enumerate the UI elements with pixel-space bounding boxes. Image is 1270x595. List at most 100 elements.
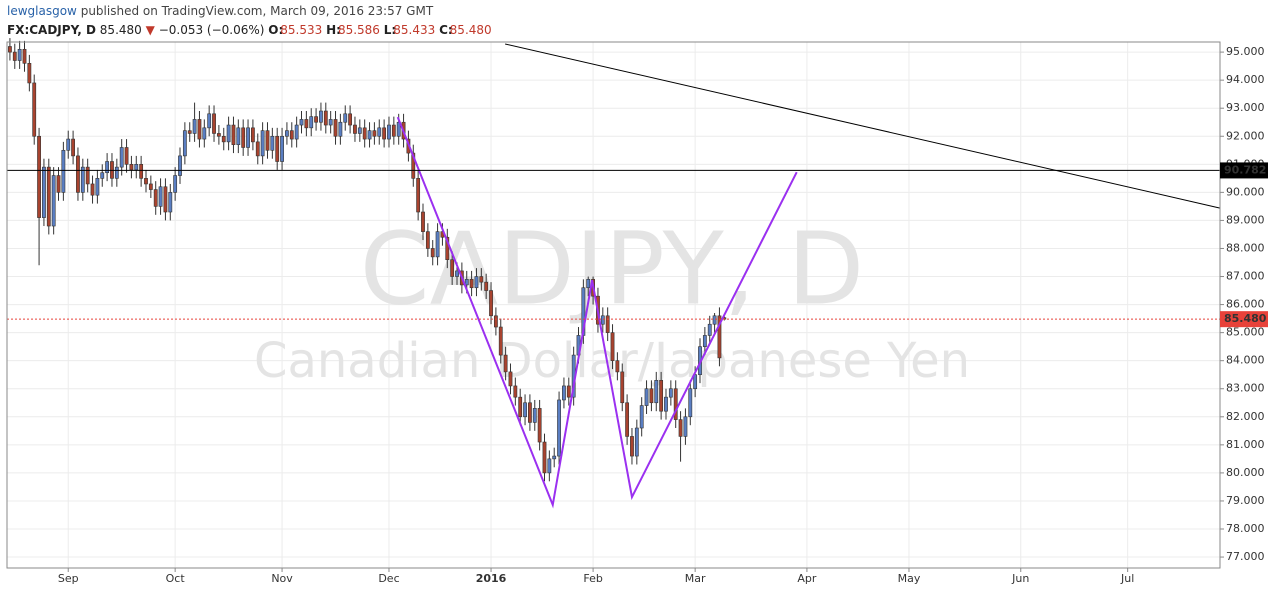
ohlc-value: 85.533 [280,23,322,37]
candle-body [348,113,353,126]
candle-body [56,175,61,193]
x-tick-label: 2016 [476,572,507,585]
y-tick-label: 93.000 [1226,101,1265,114]
ohlc-label: C: [439,23,453,37]
candle-body [148,183,153,190]
candle-body [197,119,202,140]
ohlc-value: 85.433 [393,23,435,37]
candle-body [221,135,226,143]
y-tick-label: 90.000 [1226,185,1265,198]
candle-body [659,380,664,412]
candle-body [32,82,37,137]
candle-body [246,127,250,148]
author[interactable]: lewglasgow [7,4,77,18]
candle-body [493,315,498,328]
candle-body [333,119,338,137]
candle-body [712,315,717,325]
candle-body [22,48,27,64]
candle-body [425,231,430,249]
candle-body [260,130,265,157]
candle-body [600,315,605,325]
candle-body [634,427,639,457]
candle-body [557,399,561,457]
y-tick-label: 89.000 [1226,213,1265,226]
y-tick-label: 86.000 [1226,298,1265,311]
candle-body [289,130,294,140]
trend-line [396,116,798,509]
grid [7,42,1220,568]
candle-body [644,388,649,406]
candle-body [338,121,343,137]
candle-body [717,315,722,359]
candle-body [474,276,479,289]
candle-body [707,323,712,336]
candle-body [168,192,173,213]
candle-body [421,211,425,232]
candle-body [105,161,110,174]
price-label-box [1220,311,1268,328]
candle-body [586,279,591,289]
candle-body [192,119,197,134]
candle-body [528,402,532,423]
candle-body [382,127,387,140]
candle-body [95,178,100,196]
y-tick-label: 95.000 [1226,45,1265,58]
candle-body [445,236,450,260]
candle-body [411,152,416,179]
x-tick-label: Jun [1011,572,1029,585]
candle-body [119,147,124,168]
candle-body [8,46,12,53]
candle-body [484,281,489,291]
candle-body [304,119,309,129]
candle-body [323,110,328,126]
candle-body [42,166,46,218]
candle-body [343,113,348,123]
candle-body [479,276,484,283]
candle-body [139,164,144,179]
candle-body [542,441,547,474]
candle-body [693,374,698,390]
candle-body [319,110,323,123]
candle-body [114,166,119,179]
y-tick-label: 84.000 [1226,354,1265,367]
candle-body [202,127,207,140]
candle-body [372,130,377,137]
candle-body [688,388,693,418]
candle-body [80,166,85,193]
candle-body [251,127,255,143]
x-tick-label: May [898,572,921,585]
candle-body [124,147,129,165]
candle-body [367,130,372,140]
candle-body [353,124,357,134]
candle-body [12,51,17,61]
candle-body [387,124,391,140]
candle-body [455,270,459,277]
y-tick-label: 85.000 [1226,326,1265,339]
symbol: FX:CADJPY, D [7,23,96,37]
candle-body [280,135,284,162]
candle-body [377,127,382,137]
candle-body [605,315,610,333]
y-tick-label: 87.000 [1226,270,1265,283]
candle-body [226,124,231,143]
candle-body [66,138,71,151]
candle-body [702,335,707,347]
y-tick-label: 82.000 [1226,410,1265,423]
change-arrow: ▼ [146,23,156,37]
candle-body [664,396,668,412]
candle-body [328,119,333,126]
axes: 77.000 78.000 79.000 80.000 81.000 82.000 83.0… [58,45,1268,585]
ohlc-value: 85.586 [338,23,380,37]
candle-body [187,130,192,134]
candle-body [100,172,105,179]
candle-body [620,371,625,404]
candle-body [673,388,678,420]
candle-body [144,178,148,185]
candle-body [275,135,280,162]
candle-body [450,259,455,277]
candle-body [241,127,246,148]
candle-body [625,402,630,437]
candle-body [489,290,493,317]
